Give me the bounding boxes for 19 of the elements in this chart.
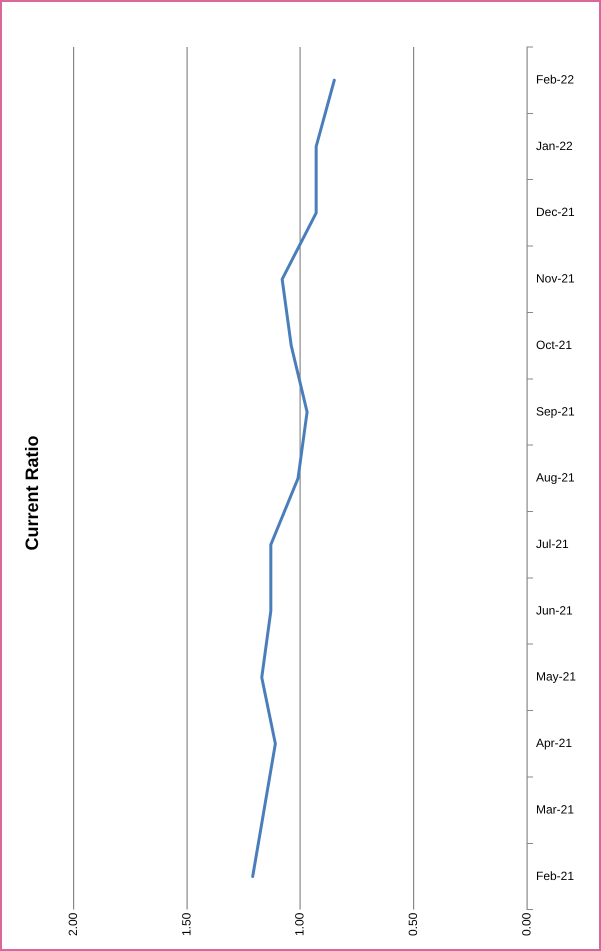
y-tick-label: Oct-21 (536, 338, 572, 352)
text: Current Ratio (22, 435, 42, 551)
x-tick-label: 1.00 (292, 912, 307, 936)
y-tick-label: Jun-21 (536, 603, 574, 618)
x-tick-label: 0.50 (406, 912, 420, 936)
y-tick-label: Aug-21 (536, 470, 576, 485)
y-tick-label: Jan-22 (536, 138, 574, 153)
y-tick-label: May-21 (536, 670, 576, 684)
y-tick-label: Jul-21 (536, 536, 569, 551)
y-tick-label: Feb-21 (536, 868, 574, 883)
y-tick-label: Dec-21 (536, 205, 575, 220)
x-tick-label: 1.50 (179, 912, 194, 936)
x-tick-label: 0.00 (519, 912, 534, 936)
y-tick-label: Feb-22 (536, 72, 574, 86)
y-tick-label: Apr-21 (536, 736, 572, 750)
x-tick-label: 2.00 (66, 912, 80, 936)
y-tick-label: Nov-21 (536, 272, 575, 286)
y-tick-label: Sep-21 (536, 404, 576, 418)
y-tick-label: Mar-21 (536, 802, 574, 816)
